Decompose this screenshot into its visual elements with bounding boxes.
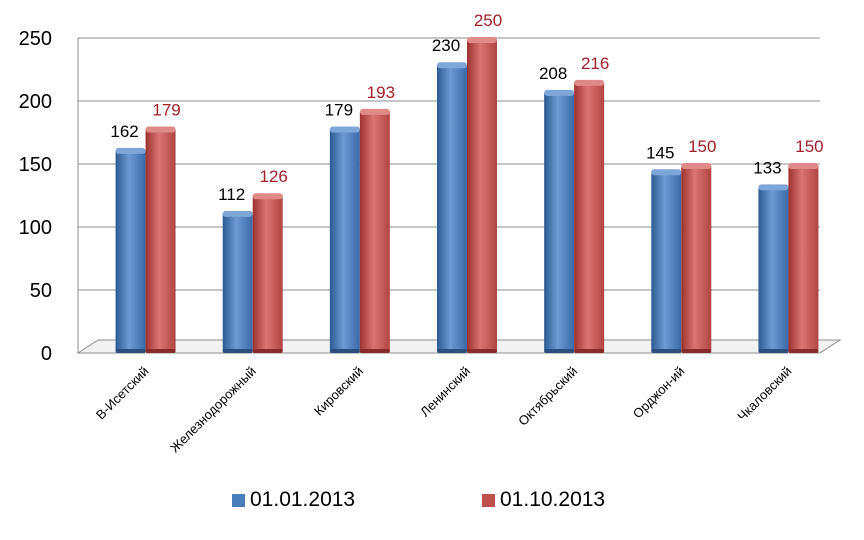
bar-bottom — [467, 349, 497, 353]
data-label: 216 — [581, 54, 609, 73]
data-label: 150 — [688, 137, 716, 156]
bar-bottom — [544, 349, 575, 353]
bar-body — [115, 150, 146, 351]
bar-top — [651, 169, 682, 176]
bar-top — [252, 193, 283, 200]
bar — [467, 37, 497, 353]
data-label: 193 — [367, 83, 395, 102]
bar — [252, 193, 283, 353]
bar — [359, 108, 390, 353]
bar-top — [544, 89, 575, 96]
data-label: 133 — [753, 158, 781, 177]
x-tick-label: Орджон-ий — [630, 364, 688, 422]
bar-top — [437, 62, 467, 69]
data-label: 112 — [218, 185, 245, 204]
legend-swatch — [482, 494, 495, 507]
bar-body — [437, 65, 467, 351]
legend-label: 01.01.2013 — [250, 488, 355, 511]
y-tick-label: 50 — [30, 280, 52, 302]
bar-top — [329, 126, 360, 133]
bar-body — [651, 172, 682, 351]
y-tick-label: 200 — [19, 91, 52, 113]
x-tick-label: Октябрьский — [515, 364, 580, 429]
x-tick-labels: В-Исетский Железнодорожный Кировский Ленинс… — [93, 364, 795, 456]
bar-bottom — [329, 349, 360, 353]
data-label: 179 — [152, 100, 180, 119]
bar-bottom — [359, 349, 390, 353]
x-tick-label: В-Исетский — [93, 364, 152, 423]
bar-body — [329, 129, 360, 351]
bar — [222, 210, 253, 353]
bar-top — [467, 37, 497, 43]
data-label: 150 — [795, 137, 823, 156]
bar-body — [359, 111, 390, 351]
bar — [329, 126, 360, 353]
x-tick-label: Чкаловский — [734, 364, 794, 424]
bar-bottom — [681, 349, 712, 353]
bar-top — [788, 163, 819, 169]
bar — [651, 169, 682, 353]
data-label: 250 — [474, 11, 502, 30]
bar-bottom — [651, 349, 682, 353]
bar-top — [359, 108, 390, 115]
data-label: 126 — [260, 167, 288, 186]
x-tick-label: Ленинский — [417, 364, 473, 420]
bar-top — [115, 147, 146, 154]
bar-bottom — [788, 349, 819, 353]
data-label: 230 — [432, 36, 460, 55]
bar-body — [145, 129, 176, 351]
legend-item: 01.01.2013 — [232, 488, 355, 511]
bar-body — [574, 82, 605, 351]
bar — [758, 184, 789, 353]
bar-body — [222, 213, 253, 351]
bar-bottom — [437, 349, 467, 353]
bar — [788, 163, 819, 353]
bar-bottom — [574, 349, 605, 353]
x-tick-label: Железнодорожный — [167, 364, 259, 456]
x-tick-label: Кировский — [311, 364, 366, 419]
data-label: 162 — [110, 122, 138, 141]
bar-body — [681, 166, 712, 351]
legend: 01.01.2013 01.10.2013 — [232, 488, 605, 511]
bar-body — [544, 92, 575, 352]
bar-top — [145, 126, 176, 133]
bar-bottom — [758, 349, 789, 353]
bar-top — [758, 184, 789, 191]
legend-swatch — [232, 494, 245, 507]
bar-bottom — [145, 349, 176, 353]
bar-body — [788, 166, 819, 351]
bar-top — [574, 79, 605, 86]
bar — [574, 79, 605, 353]
data-labels: 162 179 112 126 179 193 230 250 208 216 145 150 133 1… — [110, 11, 823, 204]
legend-label: 01.10.2013 — [500, 488, 605, 511]
data-label: 179 — [325, 100, 353, 119]
bar-top — [681, 163, 712, 169]
bars — [115, 37, 819, 353]
bar-bottom — [222, 349, 253, 353]
bar-body — [252, 196, 283, 351]
bar-bottom — [115, 349, 146, 353]
y-tick-label: 250 — [19, 28, 52, 50]
y-tick-label: 150 — [19, 154, 52, 176]
legend-item: 01.10.2013 — [482, 488, 605, 511]
bar — [115, 147, 146, 353]
data-label: 145 — [646, 143, 674, 162]
bar — [681, 163, 712, 353]
bar — [437, 62, 467, 353]
bar — [544, 89, 575, 353]
bar-bottom — [252, 349, 283, 353]
bar — [145, 126, 176, 353]
y-tick-label: 0 — [41, 343, 52, 365]
y-tick-label: 100 — [19, 217, 52, 239]
bar-top — [222, 210, 253, 217]
y-tick-labels: 0 50 100 150 200 250 — [19, 28, 52, 365]
bar-body — [758, 187, 789, 351]
bar-body — [467, 40, 497, 351]
data-label: 208 — [539, 64, 567, 83]
